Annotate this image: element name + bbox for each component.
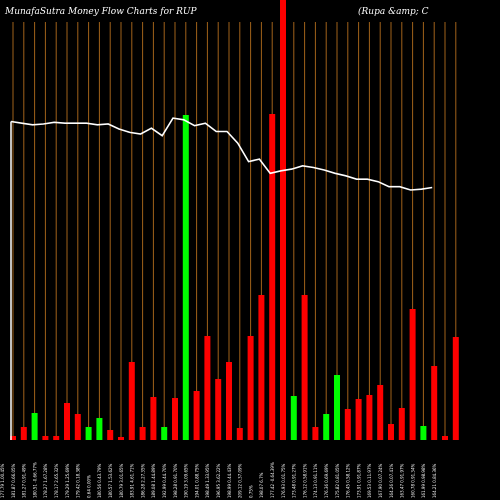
- money-flow-bar: [85, 427, 92, 440]
- bar-label: 180.57 1.53.62%: [108, 463, 113, 498]
- money-flow-bar: [139, 427, 146, 440]
- money-flow-bar: [452, 337, 459, 440]
- money-flow-bar: [53, 436, 60, 440]
- bar-label: 160.78 0.91.34%: [410, 463, 415, 498]
- money-flow-bar: [236, 428, 243, 440]
- bar-label: 178.27 1.67.28%: [43, 463, 48, 498]
- money-flow-bar: [301, 295, 308, 440]
- bar-label: 176.36 0.69.69%: [324, 463, 329, 498]
- money-flow-bar: [334, 375, 340, 440]
- money-flow-bar: [355, 399, 362, 440]
- money-flow-bar: [398, 408, 405, 440]
- money-flow-bar: [10, 436, 16, 440]
- bar-label: 173.91 0.91.87%: [356, 463, 361, 498]
- bar-label: 181.27 0.91.49%: [22, 463, 27, 498]
- bar-label: 174.13 0.91.11%: [313, 463, 318, 498]
- money-flow-bar: [377, 385, 384, 440]
- money-flow-bar: [118, 437, 124, 440]
- bar-label: 163.47 0.91.97%: [400, 463, 405, 498]
- money-flow-bar: [431, 366, 438, 440]
- bar-label: 167.90 0.07.24%: [378, 463, 383, 498]
- grid-lines: [12, 22, 457, 440]
- chart-subtitle: (Rupa &amp; C: [358, 6, 429, 17]
- bar-label: 198.28 0.91.70%: [173, 463, 178, 498]
- price-line: [10, 117, 433, 191]
- money-flow-bar: [388, 424, 394, 440]
- bar-label: 0.75%: [248, 485, 253, 498]
- money-flow-bar: [172, 398, 178, 440]
- chart-title: MunafaSutra Money Flow Charts for RUP: [4, 7, 198, 17]
- money-flow-bar: [420, 426, 427, 440]
- price-line-group: [10, 117, 433, 440]
- bar-label: 177.79 1.00.45%: [0, 463, 5, 498]
- money-flow-bar: [204, 336, 211, 440]
- bar-label: 198.99 0.44.43%: [227, 463, 232, 498]
- bars: [10, 0, 459, 440]
- bar-label: 209.12 0.37.09%: [238, 463, 243, 498]
- money-flow-bar: [409, 309, 416, 440]
- bar-label: 179.29 1.25.69%: [65, 463, 70, 498]
- money-flow-bar: [96, 418, 103, 440]
- bar-label: 189.08 1.44.89%: [151, 463, 156, 498]
- bar-label: 164.26 0.07.41%: [389, 463, 394, 498]
- money-flow-bar: [215, 379, 222, 440]
- bar-label: 0.64 0.00%: [86, 475, 91, 498]
- money-flow-bar: [193, 391, 200, 440]
- bar-label: 176.93 0.01.75%: [281, 463, 286, 498]
- money-flow-bar: [107, 430, 114, 440]
- bar-label: 169.53 0.11.97%: [367, 463, 372, 498]
- bar-label: 194.01 0.88.75%: [194, 463, 199, 498]
- bar-label: 175.82 0.81.05%: [335, 463, 340, 498]
- money-flow-bar: [323, 414, 330, 440]
- money-flow-bar: [20, 427, 27, 440]
- bar-label: 176.12 0.58.91%: [302, 463, 307, 498]
- bar-label: 198.49 1.33.95%: [205, 463, 210, 498]
- bar-label: 173.48 0.91.27%: [292, 463, 297, 498]
- money-flow-bar: [280, 0, 286, 440]
- money-flow-bar: [42, 436, 49, 440]
- money-flow-bar: [247, 336, 254, 440]
- money-flow-bar: [150, 397, 157, 440]
- bar-label: 180.56 0.43.79%: [97, 463, 102, 498]
- bar-label: 198.07 6.7%: [259, 472, 264, 498]
- money-flow-bar: [366, 395, 373, 440]
- bar-label: 190.19 3.09.65%: [184, 463, 189, 498]
- bar-label: 186.28 2.27.35%: [140, 463, 145, 498]
- bar-labels: 177.79 1.00.45% 181.87 0.66.05% 181.27 0.9…: [0, 462, 437, 498]
- bar-label: 176.45 0.58.12%: [346, 463, 351, 498]
- bar-label: 164.21 0.84.36%: [432, 463, 437, 498]
- bar-label: 179.42 0.18.38%: [76, 463, 81, 498]
- money-flow-bar: [64, 403, 70, 440]
- money-flow-bar: [161, 427, 168, 440]
- money-flow-bar: [128, 362, 135, 440]
- money-flow-bar: [442, 436, 448, 440]
- bar-label: 181.87 0.66.05%: [11, 463, 16, 498]
- bar-label: 180.51 -0.66.77%: [32, 462, 37, 498]
- bar-label: 178.17 2.65.32%: [54, 463, 59, 498]
- money-flow-bar: [226, 362, 232, 440]
- money-flow-bar: [31, 413, 38, 440]
- money-flow-bar: [74, 414, 81, 440]
- bar-label: 196.95 3.62.22%: [216, 463, 221, 498]
- bar-label: 177.42 -0.64.39%: [270, 462, 275, 498]
- bar-label: 183.91 4.61.71%: [130, 463, 135, 498]
- money-flow-bar: [182, 115, 189, 440]
- money-flow-bar: [290, 396, 297, 440]
- money-flow-bar: [312, 427, 319, 440]
- money-flow-bar: [344, 409, 351, 440]
- bar-label: 192.99 0.44.70%: [162, 463, 167, 498]
- money-flow-bar: [258, 295, 265, 440]
- bar-label: 161.99 0.98.98%: [421, 463, 426, 498]
- money-flow-bar: [269, 114, 276, 440]
- bar-label: 180.79 3.01.65%: [119, 463, 124, 498]
